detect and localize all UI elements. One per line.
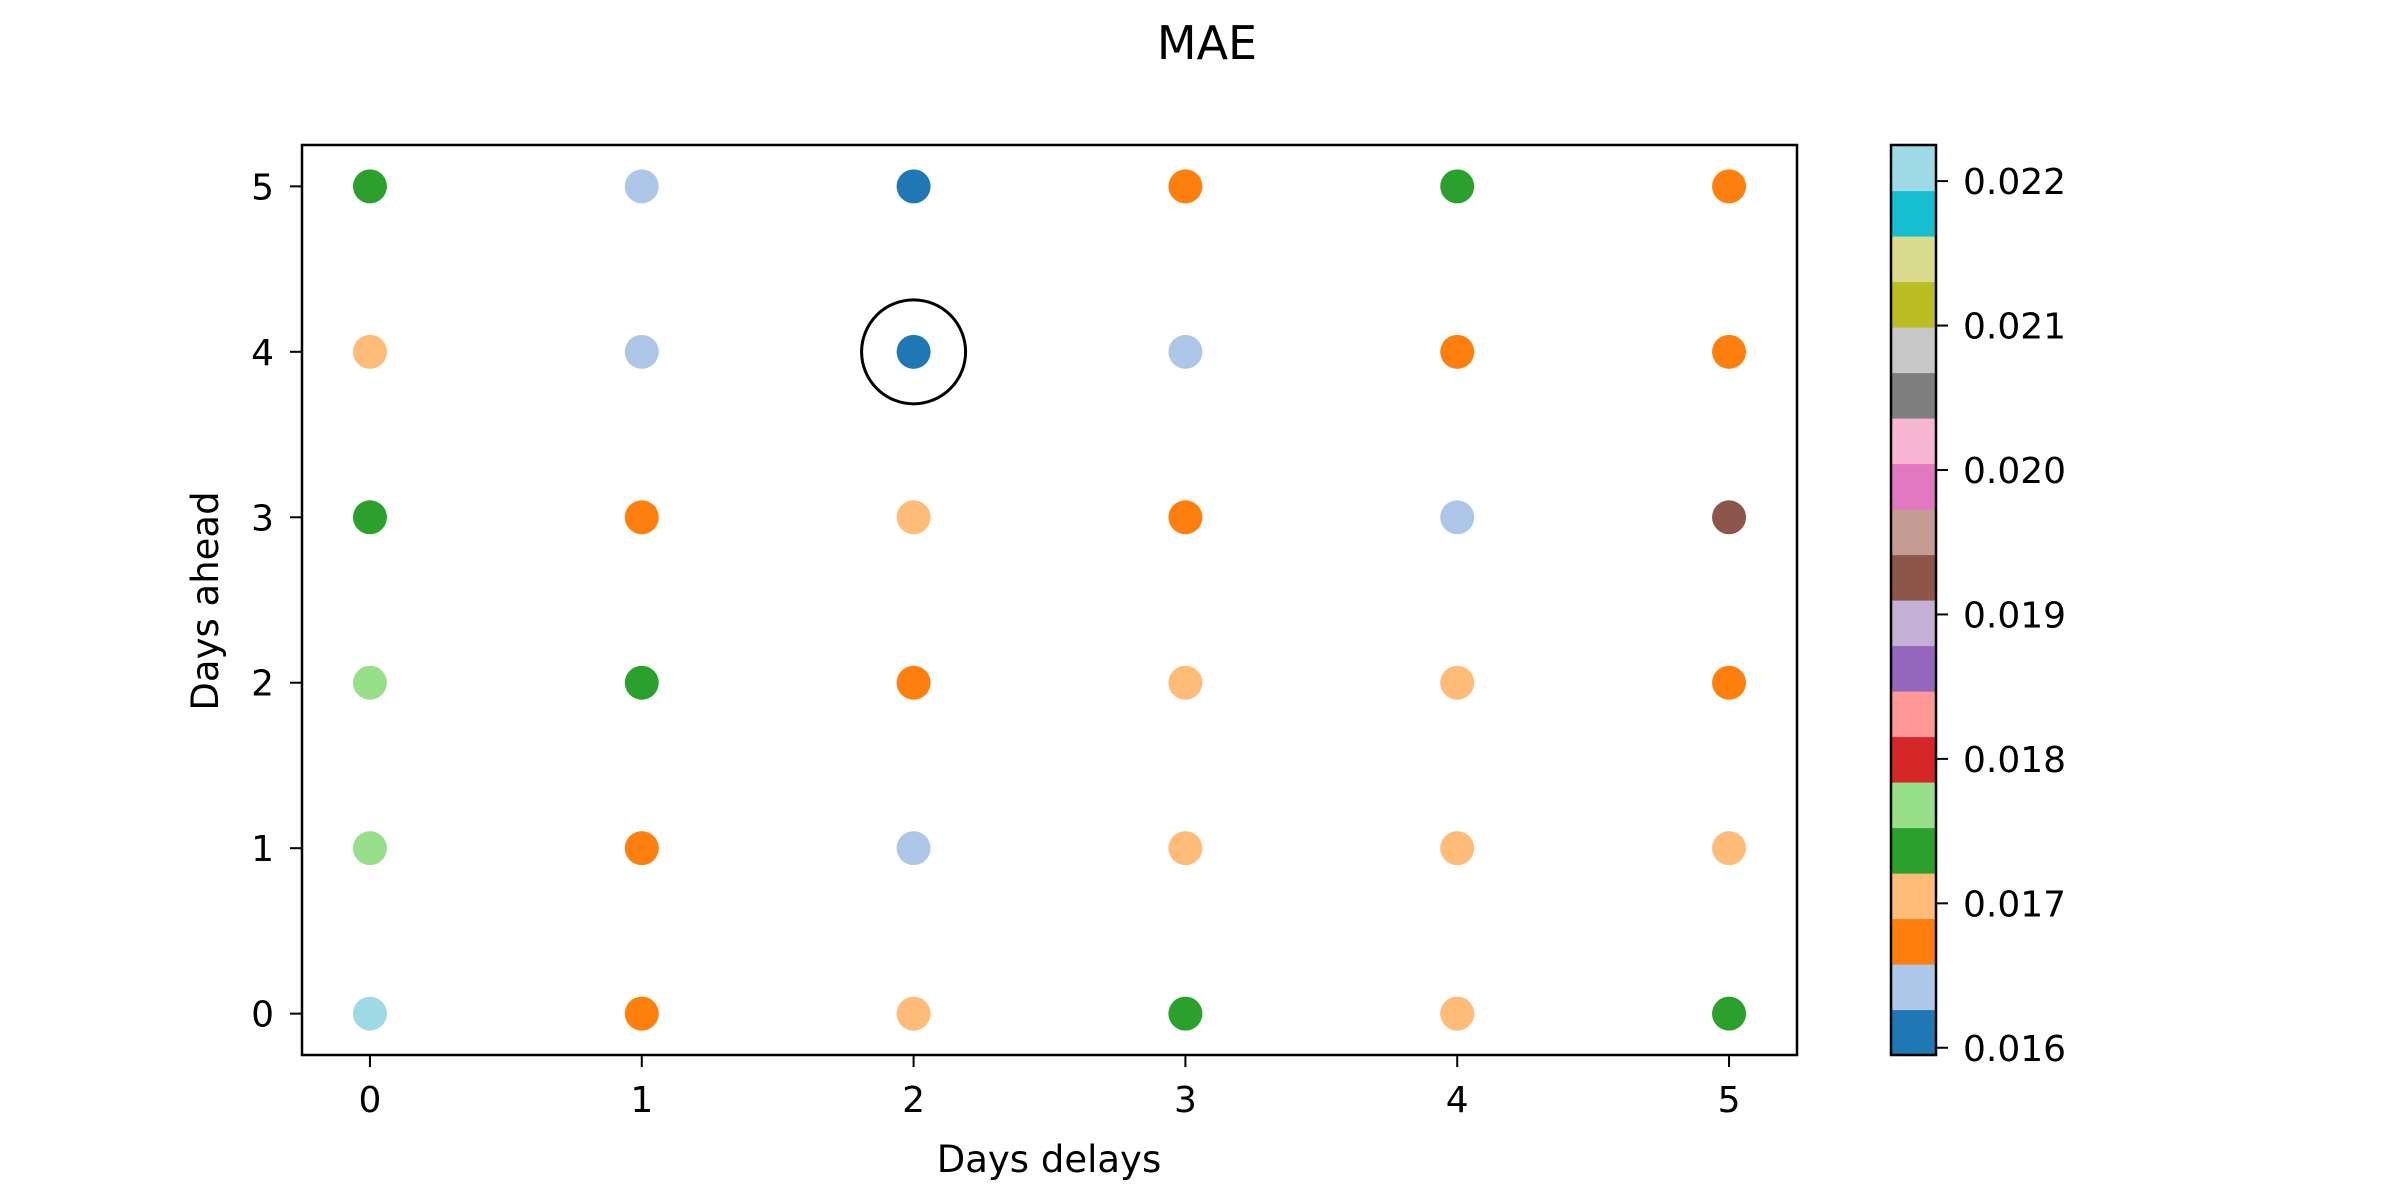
y-tick-label: 5 — [251, 167, 274, 208]
x-tick-label: 3 — [1174, 1080, 1197, 1121]
colorbar: 0.016 0.017 0.018 0.019 0.020 0.021 0.022 — [1889, 143, 2066, 1070]
scatter-point — [1168, 996, 1203, 1031]
colorbar-segment — [1891, 372, 1936, 419]
scatter-point — [352, 665, 387, 700]
scatter-point — [1168, 500, 1203, 535]
chart-title: MAE — [1157, 16, 1257, 70]
y-axis-label: Days ahead — [184, 491, 227, 710]
scatter-point — [896, 500, 931, 535]
colorbar-tick-label: 0.019 — [1963, 595, 2066, 636]
y-tick-label: 1 — [251, 829, 274, 870]
x-tick-label: 2 — [902, 1080, 925, 1121]
scatter-point — [1440, 169, 1475, 204]
colorbar-segment — [1891, 327, 1936, 374]
colorbar-segment — [1891, 281, 1936, 328]
colorbar-segment — [1891, 918, 1936, 965]
scatter-point — [896, 996, 931, 1031]
scatter-point — [352, 169, 387, 204]
colorbar-segment — [1891, 873, 1936, 920]
x-tick-label: 1 — [630, 1080, 653, 1121]
scatter-point — [1712, 831, 1747, 866]
colorbar-tick-label: 0.016 — [1963, 1029, 2066, 1070]
colorbar-segment — [1891, 554, 1936, 601]
scatter-point — [1712, 169, 1747, 204]
colorbar-segment — [1891, 964, 1936, 1011]
scatter-point — [624, 996, 659, 1031]
scatter-point — [352, 334, 387, 369]
y-tick-label: 4 — [251, 333, 274, 374]
scatter-point — [352, 831, 387, 866]
colorbar-segment — [1891, 1009, 1936, 1056]
scatter-point — [1168, 831, 1203, 866]
scatter-point — [1712, 334, 1747, 369]
scatter-point — [624, 831, 659, 866]
colorbar-segment — [1891, 509, 1936, 556]
scatter-point — [1440, 996, 1475, 1031]
colorbar-segment — [1891, 418, 1936, 465]
scatter-point — [624, 665, 659, 700]
colorbar-segment — [1891, 645, 1936, 692]
scatter-point — [624, 334, 659, 369]
scatter-point — [1440, 500, 1475, 535]
x-tick-label: 5 — [1718, 1080, 1741, 1121]
scatter-point — [1168, 334, 1203, 369]
scatter-point — [1440, 831, 1475, 866]
scatter-point — [1712, 996, 1747, 1031]
colorbar-segment — [1891, 691, 1936, 738]
best-point-ring — [860, 298, 968, 406]
x-axis-label: Days delays — [937, 1138, 1161, 1181]
scatter-point — [896, 831, 931, 866]
scatter-point — [352, 996, 387, 1031]
colorbar-segment — [1891, 463, 1936, 510]
scatter-point — [896, 665, 931, 700]
colorbar-segment — [1891, 236, 1936, 283]
colorbar-segment — [1891, 190, 1936, 237]
plot-area: 0 1 2 3 4 5 0 1 2 3 4 5 — [251, 143, 1799, 1121]
colorbar-segment — [1891, 736, 1936, 783]
scatter-point — [352, 500, 387, 535]
scatter-point — [624, 500, 659, 535]
colorbar-segment — [1891, 782, 1936, 829]
scatter-point — [1440, 665, 1475, 700]
colorbar-segment — [1891, 600, 1936, 647]
scatter-point — [1440, 334, 1475, 369]
scatter-point — [624, 169, 659, 204]
scatter-point — [1712, 500, 1747, 535]
scatter-point — [896, 334, 931, 369]
scatter-point — [1712, 665, 1747, 700]
colorbar-tick-label: 0.021 — [1963, 307, 2066, 348]
colorbar-segment — [1891, 145, 1936, 192]
colorbar-tick-label: 0.017 — [1963, 884, 2066, 925]
y-tick-label: 3 — [251, 498, 274, 539]
scatter-point — [896, 169, 931, 204]
y-tick-label: 0 — [251, 995, 274, 1036]
colorbar-tick-label: 0.022 — [1963, 162, 2066, 203]
colorbar-tick-label: 0.018 — [1963, 740, 2066, 781]
colorbar-frame — [1889, 143, 1938, 1057]
x-tick-label: 4 — [1446, 1080, 1469, 1121]
x-tick-label: 0 — [359, 1080, 382, 1121]
y-tick-label: 2 — [251, 664, 274, 705]
colorbar-tick-label: 0.020 — [1963, 451, 2066, 492]
scatter-point — [1168, 665, 1203, 700]
scatter-point — [1168, 169, 1203, 204]
axes-frame — [300, 143, 1799, 1057]
colorbar-segment — [1891, 827, 1936, 874]
